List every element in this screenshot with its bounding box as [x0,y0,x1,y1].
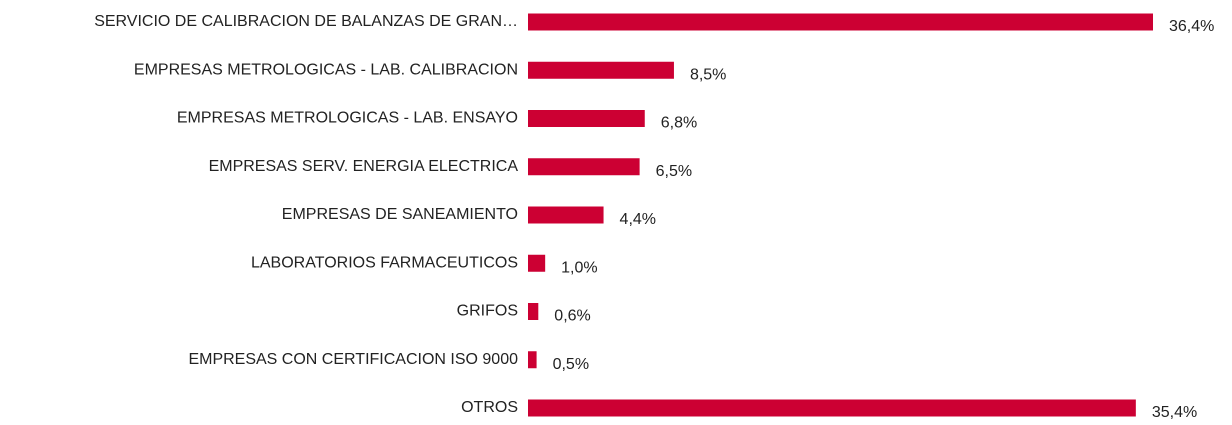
category-label: SERVICIO DE CALIBRACION DE BALANZAS DE G… [94,13,518,30]
category-label: EMPRESAS DE SANEAMIENTO [282,206,518,223]
category-label: LABORATORIOS FARMACEUTICOS [251,254,518,271]
category-label: EMPRESAS CON CERTIFICACION ISO 9000 [188,351,518,368]
value-label: 0,5% [553,356,589,373]
category-label: EMPRESAS SERV. ENERGIA ELECTRICA [209,158,519,175]
value-label: 6,5% [656,163,692,180]
bar [528,399,1136,417]
value-label: 4,4% [620,211,656,228]
bar [528,254,546,272]
value-label: 35,4% [1152,404,1197,420]
bar [528,351,537,369]
bar [528,61,674,79]
bar [528,303,539,320]
value-label: 1,0% [561,259,597,276]
category-label: GRIFOS [457,303,518,320]
category-label: EMPRESAS METROLOGICAS - LAB. CALIBRACION [134,61,518,78]
value-label: 0,6% [554,308,590,325]
value-label: 8,5% [690,66,726,83]
category-label: EMPRESAS METROLOGICAS - LAB. ENSAYO [177,110,518,127]
bar [528,13,1153,31]
bar [528,158,640,176]
bar [528,110,645,127]
value-label: 6,8% [661,115,697,132]
category-label: OTROS [461,399,518,416]
value-label: 36,4% [1169,18,1214,35]
bar [528,206,604,224]
